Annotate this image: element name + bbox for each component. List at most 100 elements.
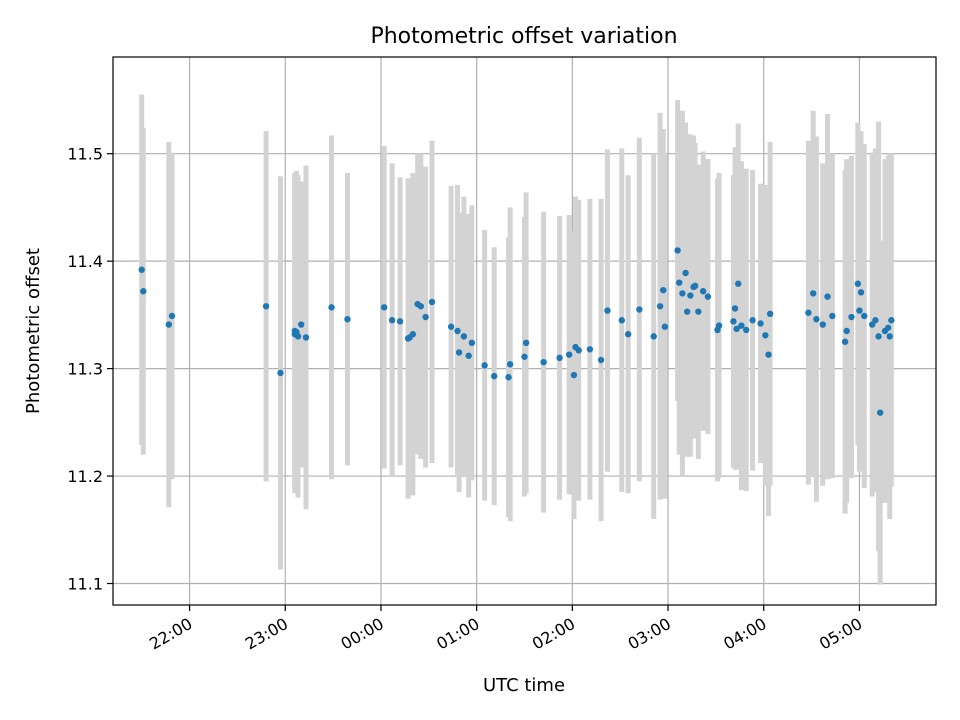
data-point (824, 293, 831, 300)
data-point (766, 310, 774, 318)
data-point (455, 349, 463, 356)
data-point (704, 293, 712, 300)
y-tick-label: 11.3 (67, 360, 103, 379)
data-point (168, 312, 176, 320)
plot-frame (112, 56, 937, 606)
data-point (699, 288, 707, 295)
data-point (447, 323, 455, 330)
data-point (521, 353, 528, 360)
data-point (506, 361, 514, 368)
chart-title: Photometric offset variation (370, 24, 677, 49)
data-point (490, 372, 498, 380)
y-tick-label: 11.2 (67, 467, 103, 486)
data-point (302, 334, 310, 341)
data-point (409, 331, 417, 338)
data-point (856, 307, 863, 314)
data-point (556, 354, 563, 362)
data-point (656, 303, 664, 310)
y-tick-label: 11.5 (67, 145, 103, 164)
data-point (636, 306, 643, 313)
data-point (691, 282, 699, 290)
data-point (819, 321, 826, 328)
data-point (597, 356, 605, 364)
data-point (262, 303, 270, 310)
data-point (888, 317, 895, 324)
data-point (854, 280, 862, 287)
data-point (715, 322, 723, 329)
data-point (687, 292, 694, 299)
data-point (875, 333, 882, 340)
data-points (138, 247, 895, 416)
data-point (388, 317, 396, 324)
data-point (829, 312, 836, 320)
data-point (886, 333, 893, 340)
data-point (380, 304, 388, 311)
data-point (277, 369, 284, 377)
data-point (857, 289, 865, 296)
data-point (749, 317, 756, 324)
data-point (540, 358, 547, 366)
data-point (575, 347, 582, 354)
data-point (762, 332, 769, 339)
y-tick-label: 11.1 (67, 575, 103, 594)
data-point (682, 269, 689, 277)
data-point (586, 346, 594, 353)
data-point (809, 290, 817, 297)
data-point (861, 312, 868, 320)
data-point (396, 318, 404, 325)
data-point (298, 321, 305, 328)
data-point (624, 331, 632, 338)
data-point (505, 374, 512, 381)
data-point (735, 280, 742, 287)
data-point (765, 351, 772, 358)
data-point (731, 305, 739, 312)
data-point (695, 308, 702, 315)
data-point (428, 298, 436, 306)
y-axis-ticks: 11.1 11.2 11.3 11.4 11.5 (67, 145, 113, 594)
data-point (138, 266, 145, 273)
y-axis-label: Photometric offset (23, 248, 44, 414)
data-point (742, 326, 750, 334)
data-point (565, 351, 573, 358)
data-point (805, 309, 812, 316)
data-point (417, 303, 425, 310)
x-axis-label: UTC time (483, 675, 565, 696)
data-point (344, 315, 351, 323)
data-point (674, 247, 681, 254)
data-point (661, 323, 669, 330)
data-point (328, 304, 335, 311)
data-point (291, 327, 299, 335)
data-point (604, 307, 611, 314)
data-point (841, 338, 849, 345)
data-point (522, 339, 530, 347)
data-point (683, 308, 691, 315)
data-point (660, 286, 667, 294)
data-point (165, 321, 173, 328)
y-tick-label: 11.4 (67, 252, 103, 271)
data-point (465, 352, 472, 359)
data-point (884, 324, 892, 331)
data-point (481, 362, 488, 369)
data-point (679, 290, 686, 297)
data-point (757, 320, 764, 327)
data-point (843, 327, 850, 335)
data-point (618, 317, 625, 324)
data-point (872, 317, 879, 324)
data-point (813, 315, 820, 323)
data-point (294, 333, 302, 340)
data-point (738, 322, 745, 329)
data-point (650, 333, 657, 340)
data-point (848, 313, 855, 321)
data-point (730, 318, 737, 325)
data-point (422, 313, 429, 321)
data-point (460, 333, 468, 340)
data-point (454, 327, 461, 335)
data-point (876, 409, 884, 416)
data-point (733, 325, 740, 333)
data-point (140, 288, 147, 295)
data-point (468, 339, 476, 347)
data-point (570, 371, 578, 379)
data-point (676, 279, 683, 286)
